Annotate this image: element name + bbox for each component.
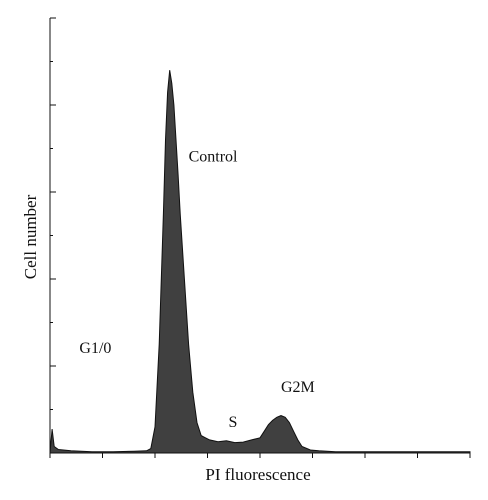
histogram-area-series-0 bbox=[49, 70, 471, 454]
annotation-3: G2M bbox=[281, 379, 315, 396]
annotations: Control G1/0 S G2M bbox=[79, 149, 314, 431]
annotation-0: Control bbox=[189, 149, 238, 166]
ticks bbox=[49, 17, 471, 458]
annotation-2: S bbox=[229, 414, 238, 431]
annotation-1: G1/0 bbox=[79, 340, 111, 357]
y-axis-label: Cell number bbox=[21, 194, 40, 279]
axes bbox=[49, 18, 470, 454]
plot-area bbox=[49, 70, 471, 454]
x-axis-label: PI fluorescence bbox=[205, 465, 310, 484]
